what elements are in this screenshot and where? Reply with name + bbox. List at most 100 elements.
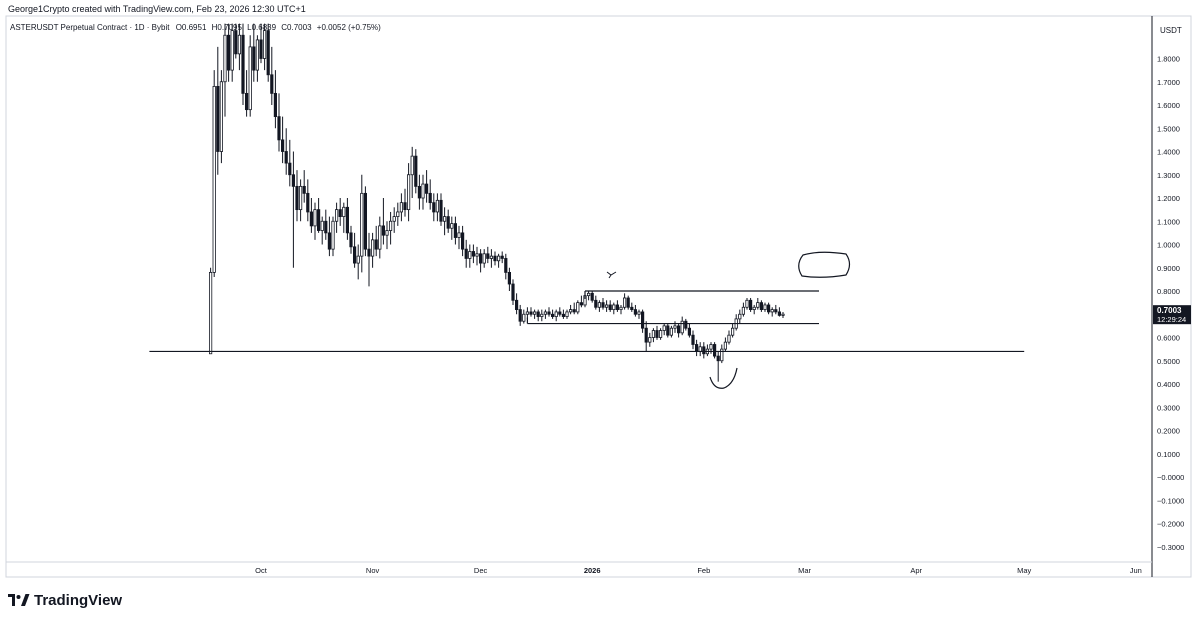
candle [597,300,602,312]
time-tick-label: Nov [366,566,380,575]
candle [576,300,580,315]
candle [381,198,386,245]
candle [417,174,422,210]
candle [468,244,472,268]
candle [741,302,746,317]
candle [666,323,670,338]
chart-pane-frame [5,15,1192,578]
candlestick-series [208,23,785,382]
price-axis[interactable]: 1.8000 1.7000 1.6000 1.5000 1.4000 1.3000 1.20… [1157,55,1184,552]
candle [396,202,400,226]
candle [612,302,616,315]
candle [392,207,396,233]
candle [644,321,648,352]
candle [684,318,688,331]
time-axis[interactable]: Oct Nov Dec 2026 Feb Mar Apr May Jun [255,566,1142,575]
candle [421,174,425,210]
candle [378,216,382,259]
price-tick-label: 0.6000 [1157,334,1180,343]
candle [756,297,760,310]
candle [385,221,389,250]
candle [752,304,756,315]
candle [298,179,303,222]
candle [414,149,418,194]
candle [770,307,774,317]
price-tick-label: −0.3000 [1157,543,1184,552]
symbol-legend: ASTERUSDT Perpetual Contract · 1D · Bybi… [10,23,381,32]
candle [309,198,314,233]
candle [327,216,332,257]
tradingview-brand[interactable]: TradingView [8,590,122,610]
price-tick-label: 0.8000 [1157,287,1180,296]
candle [453,216,458,245]
candle [273,70,278,129]
candle [608,300,612,312]
candle [720,344,724,364]
candle [507,267,512,291]
candle [723,337,728,352]
price-tick-label: 0.2000 [1157,427,1180,436]
time-tick-label: Apr [910,566,922,575]
candle [237,23,241,71]
candle [518,304,522,326]
candle [641,309,645,333]
time-tick-label: 2026 [584,566,601,575]
candle [500,251,504,264]
candle [716,351,720,382]
candle [669,325,674,338]
candle [525,307,530,319]
candle [569,304,573,315]
candle [633,304,638,317]
candle [270,46,274,105]
candle [216,46,220,175]
price-tick-label: 1.4000 [1157,148,1180,157]
candle [439,193,443,226]
candle [738,309,742,324]
candle [234,23,238,59]
candle [547,307,551,317]
candle [284,128,288,175]
time-tick-label: Feb [697,566,710,575]
candle [406,163,411,222]
ohlc-low: L0.6839 [247,23,276,32]
candle [731,323,735,338]
candle [496,253,501,268]
brand-label: TradingView [34,591,123,609]
candle [230,23,234,82]
candle [226,23,231,82]
candle [677,323,681,338]
candle [241,23,245,105]
candle [352,232,357,268]
time-tick-label: Oct [255,566,268,575]
candle [223,23,227,117]
candle [759,300,764,312]
svg-text:12:29:24: 12:29:24 [1157,315,1186,324]
candle [605,300,609,312]
ohlc-close: C0.7003 [281,23,312,32]
candle [637,309,641,319]
candle [374,225,378,257]
candle [277,93,281,152]
candle [266,23,270,82]
candle [590,291,594,303]
candle [478,249,483,273]
candle [695,339,699,357]
time-tick-label: May [1017,566,1031,575]
candle [561,309,566,319]
candle [428,179,432,210]
ohlc-open: O0.6951 [176,23,207,32]
candle [435,193,440,222]
candle [342,202,346,233]
tradingview-logo-icon [8,594,30,606]
candle [370,232,375,268]
candle [432,193,436,222]
candle [587,291,591,301]
svg-text:0.7003: 0.7003 [1157,306,1182,315]
candle [486,246,490,264]
candle [255,35,260,82]
candle [306,179,310,222]
candle [623,293,627,310]
price-tick-label: 1.5000 [1157,124,1180,133]
price-tick-label: 1.2000 [1157,194,1180,203]
